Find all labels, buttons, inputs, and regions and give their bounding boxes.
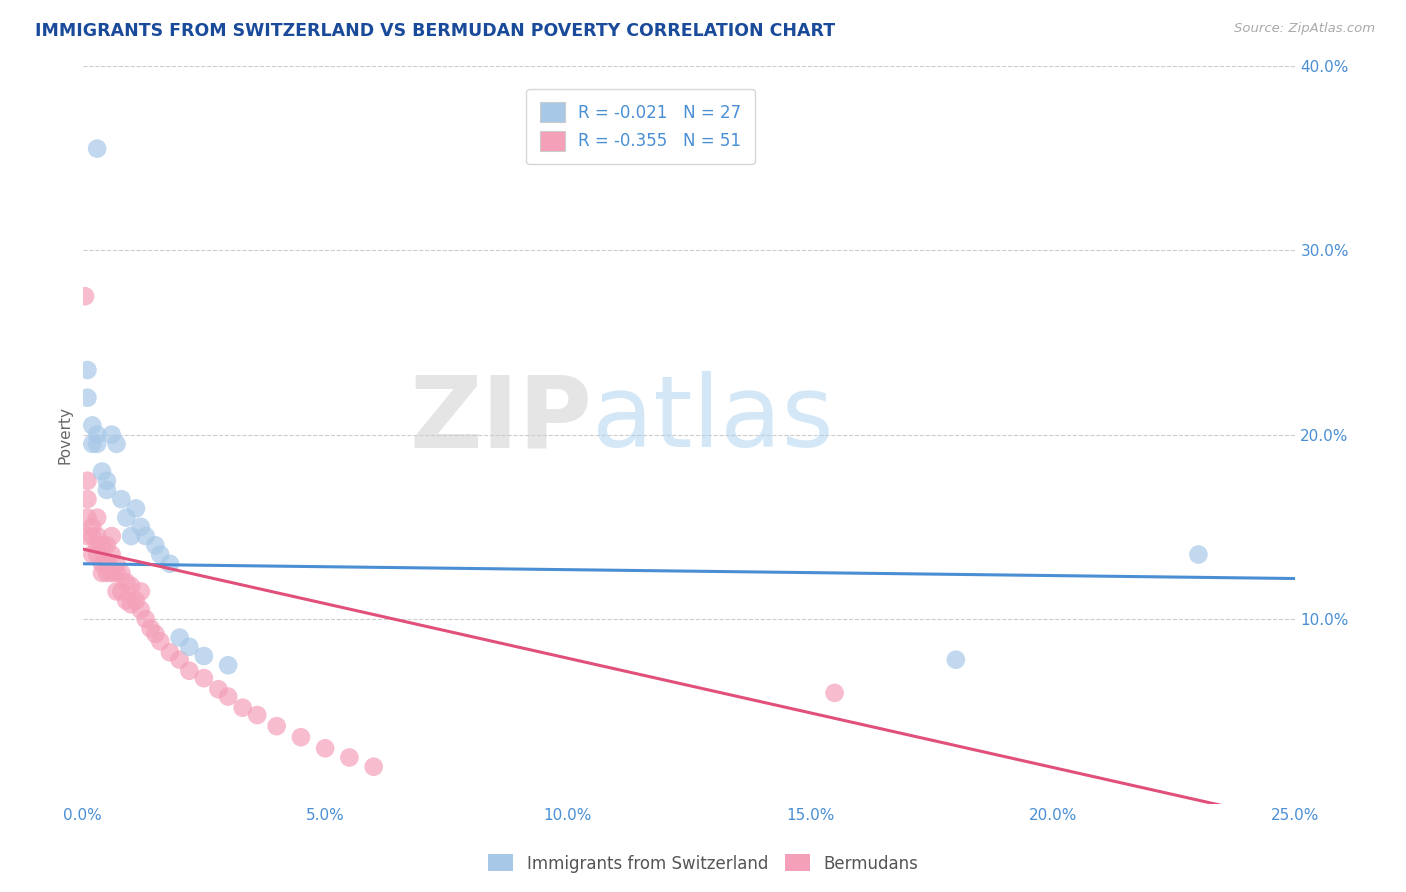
Point <box>96 538 118 552</box>
Text: IMMIGRANTS FROM SWITZERLAND VS BERMUDAN POVERTY CORRELATION CHART: IMMIGRANTS FROM SWITZERLAND VS BERMUDAN … <box>35 22 835 40</box>
Point <box>169 653 191 667</box>
Y-axis label: Poverty: Poverty <box>58 406 72 464</box>
Point <box>82 529 104 543</box>
Point <box>824 686 846 700</box>
Point <box>105 584 128 599</box>
Point <box>217 690 239 704</box>
Point <box>363 760 385 774</box>
Text: Source: ZipAtlas.com: Source: ZipAtlas.com <box>1234 22 1375 36</box>
Point <box>149 548 172 562</box>
Point <box>135 612 157 626</box>
Point <box>91 557 114 571</box>
Point <box>86 529 108 543</box>
Point <box>125 501 148 516</box>
Point <box>96 566 118 580</box>
Point <box>105 566 128 580</box>
Point <box>76 492 98 507</box>
Point <box>100 548 122 562</box>
Point <box>193 648 215 663</box>
Point <box>232 700 254 714</box>
Point <box>96 474 118 488</box>
Point <box>82 548 104 562</box>
Point <box>266 719 288 733</box>
Point <box>86 538 108 552</box>
Point <box>149 634 172 648</box>
Point <box>179 640 201 654</box>
Point <box>105 437 128 451</box>
Point <box>86 142 108 156</box>
Point <box>125 593 148 607</box>
Point <box>145 538 167 552</box>
Point <box>139 621 162 635</box>
Point <box>76 363 98 377</box>
Point <box>207 682 229 697</box>
Text: atlas: atlas <box>592 371 834 468</box>
Text: ZIP: ZIP <box>409 371 592 468</box>
Point <box>120 598 142 612</box>
Point <box>246 708 269 723</box>
Point <box>91 465 114 479</box>
Point <box>129 603 152 617</box>
Point <box>86 510 108 524</box>
Point <box>86 427 108 442</box>
Point <box>115 575 138 590</box>
Point <box>76 529 98 543</box>
Point <box>82 520 104 534</box>
Point <box>105 557 128 571</box>
Point <box>1187 548 1209 562</box>
Point <box>159 645 181 659</box>
Point <box>91 538 114 552</box>
Point <box>82 437 104 451</box>
Point <box>945 653 967 667</box>
Point <box>100 566 122 580</box>
Point <box>135 529 157 543</box>
Point <box>110 584 132 599</box>
Point <box>120 529 142 543</box>
Point <box>290 730 312 744</box>
Point <box>129 520 152 534</box>
Point <box>339 750 361 764</box>
Point <box>76 391 98 405</box>
Point <box>120 579 142 593</box>
Point <box>96 483 118 497</box>
Point <box>82 418 104 433</box>
Point <box>100 427 122 442</box>
Point <box>169 631 191 645</box>
Point <box>76 474 98 488</box>
Point <box>159 557 181 571</box>
Point <box>129 584 152 599</box>
Point <box>110 566 132 580</box>
Point <box>115 593 138 607</box>
Point <box>217 658 239 673</box>
Point <box>91 566 114 580</box>
Legend: Immigrants from Switzerland, Bermudans: Immigrants from Switzerland, Bermudans <box>481 847 925 880</box>
Point <box>86 548 108 562</box>
Point <box>193 671 215 685</box>
Point <box>314 741 336 756</box>
Legend: R = -0.021   N = 27, R = -0.355   N = 51: R = -0.021 N = 27, R = -0.355 N = 51 <box>526 88 755 164</box>
Point <box>76 510 98 524</box>
Point <box>115 510 138 524</box>
Point <box>100 529 122 543</box>
Point <box>86 437 108 451</box>
Point <box>179 664 201 678</box>
Point <box>145 627 167 641</box>
Point <box>73 289 96 303</box>
Point <box>110 492 132 507</box>
Point <box>96 557 118 571</box>
